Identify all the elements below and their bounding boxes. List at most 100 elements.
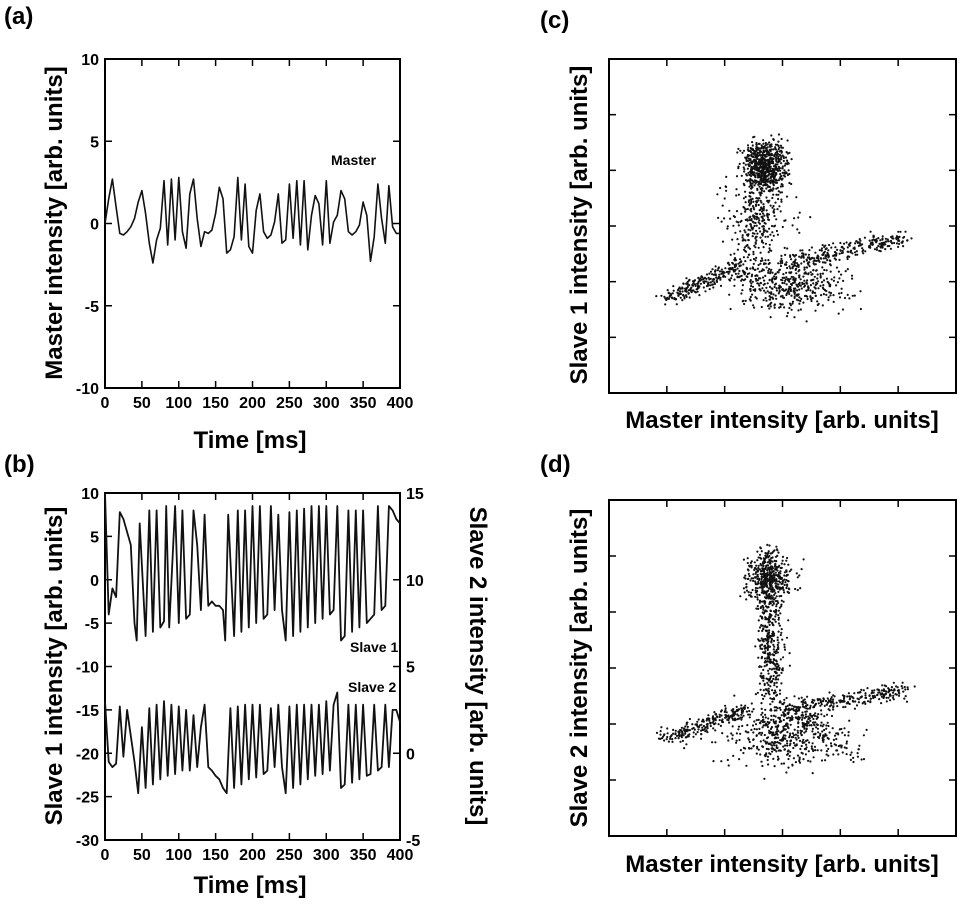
scatter-point bbox=[753, 567, 757, 570]
scatter-point bbox=[768, 729, 771, 732]
scatter-point bbox=[711, 715, 715, 718]
scatter-point bbox=[754, 259, 757, 262]
scatter-point bbox=[670, 734, 673, 737]
scatter-point bbox=[778, 577, 781, 580]
scatter-point bbox=[749, 594, 752, 597]
scatter-point bbox=[816, 300, 819, 303]
scatter-point bbox=[764, 554, 767, 557]
scatter-point bbox=[804, 294, 808, 297]
scatter-point bbox=[798, 276, 801, 279]
scatter-point bbox=[830, 278, 833, 281]
scatter-point bbox=[841, 308, 845, 311]
scatter-point bbox=[782, 762, 786, 765]
scatter-point bbox=[723, 710, 726, 714]
scatter-point bbox=[835, 701, 838, 704]
scatter-point bbox=[770, 574, 773, 578]
scatter-point bbox=[763, 695, 766, 698]
scatter-point bbox=[770, 134, 773, 137]
scatter-point bbox=[766, 723, 769, 726]
scatter-point bbox=[869, 246, 872, 249]
scatter-point bbox=[797, 270, 800, 273]
scatter-point bbox=[729, 307, 732, 311]
scatter-point bbox=[759, 153, 762, 157]
scatter-point bbox=[708, 288, 711, 291]
scatter-point bbox=[772, 677, 775, 681]
scatter-point bbox=[697, 281, 700, 284]
scatter-point bbox=[817, 280, 820, 283]
scatter-point bbox=[788, 265, 791, 268]
scatter-point bbox=[747, 157, 750, 160]
scatter-point bbox=[820, 294, 823, 297]
scatter-point bbox=[809, 760, 812, 763]
scatter-point bbox=[825, 277, 829, 280]
scatter-point bbox=[760, 760, 763, 763]
scatter-point bbox=[840, 287, 843, 290]
scatter-point bbox=[762, 568, 765, 572]
scatter-point bbox=[752, 155, 755, 159]
scatter-point bbox=[764, 646, 767, 649]
scatter-point bbox=[785, 559, 788, 562]
scatter-point bbox=[742, 558, 746, 561]
y-tick-label: -20 bbox=[76, 746, 99, 763]
scatter-point bbox=[741, 236, 744, 239]
scatter-point bbox=[726, 735, 729, 738]
scatter-point bbox=[758, 227, 761, 230]
scatter-point bbox=[773, 618, 776, 621]
scatter-point bbox=[811, 748, 814, 751]
scatter-point bbox=[696, 290, 699, 293]
scatter-point bbox=[770, 718, 773, 722]
scatter-point bbox=[866, 687, 869, 690]
scatter-point bbox=[847, 692, 851, 695]
y-tick-label: 0 bbox=[90, 217, 99, 234]
scatter-point bbox=[667, 292, 670, 295]
scatter-point bbox=[763, 683, 766, 687]
scatter-point bbox=[663, 733, 666, 736]
scatter-point bbox=[662, 735, 665, 738]
scatter-point bbox=[753, 215, 756, 218]
scatter-point bbox=[766, 564, 769, 567]
scatter-point bbox=[719, 724, 723, 728]
scatter-point bbox=[846, 256, 849, 259]
scatter-point bbox=[830, 744, 833, 747]
scatter-point bbox=[785, 574, 788, 578]
scatter-point bbox=[754, 175, 757, 178]
scatter-point bbox=[787, 711, 790, 714]
scatter-point bbox=[785, 315, 789, 318]
scatter-point bbox=[828, 691, 831, 694]
scatter-point bbox=[766, 571, 769, 574]
scatter-point bbox=[744, 250, 748, 253]
scatter-point bbox=[789, 255, 792, 258]
scatter-point bbox=[671, 740, 674, 744]
scatter-point bbox=[760, 713, 763, 716]
scatter-point bbox=[794, 254, 798, 257]
scatter-point bbox=[758, 721, 762, 724]
scatter-point bbox=[754, 212, 757, 215]
scatter-point bbox=[763, 166, 766, 169]
scatter-point bbox=[848, 242, 851, 245]
scatter-point bbox=[732, 224, 735, 227]
scatter-point bbox=[795, 267, 798, 270]
scatter-point bbox=[793, 295, 796, 298]
scatter-point bbox=[676, 292, 679, 295]
scatter-point bbox=[664, 297, 667, 300]
scatter-point bbox=[761, 590, 764, 593]
scatter-point bbox=[760, 147, 763, 150]
scatter-point bbox=[688, 729, 692, 732]
scatter-point bbox=[783, 574, 786, 577]
scatter-point bbox=[749, 149, 752, 153]
scatter-point bbox=[758, 626, 762, 629]
scatter-point bbox=[773, 765, 776, 768]
scatter-point bbox=[816, 723, 819, 727]
scatter-point bbox=[767, 632, 770, 635]
scatter-point bbox=[715, 713, 718, 716]
scatter-point bbox=[772, 174, 775, 177]
scatter-point bbox=[765, 593, 768, 597]
scatter-point bbox=[685, 730, 689, 733]
scatter-point bbox=[779, 144, 783, 147]
scatter-point bbox=[779, 264, 783, 268]
scatter-point bbox=[747, 572, 750, 576]
scatter-point bbox=[758, 166, 762, 169]
scatter-point bbox=[800, 714, 803, 717]
scatter-point bbox=[809, 704, 812, 708]
scatter-point bbox=[758, 553, 762, 556]
